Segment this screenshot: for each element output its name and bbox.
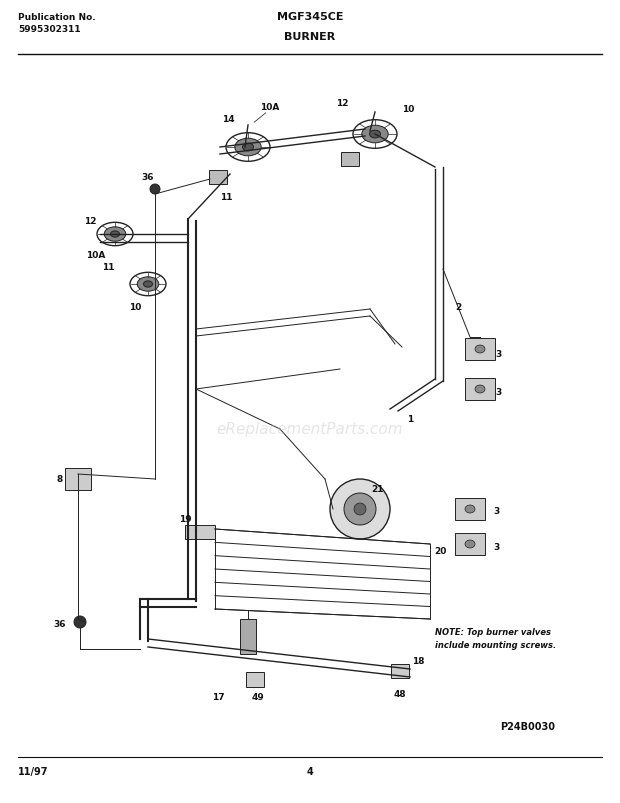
Text: Publication No.: Publication No. xyxy=(18,13,95,22)
Text: 10A: 10A xyxy=(260,104,280,112)
Circle shape xyxy=(330,479,390,540)
Bar xyxy=(455,533,485,556)
Ellipse shape xyxy=(137,278,159,291)
Text: 12: 12 xyxy=(84,218,96,226)
Text: BURNER: BURNER xyxy=(285,32,335,42)
Ellipse shape xyxy=(370,131,381,139)
Text: 36: 36 xyxy=(142,173,154,182)
Text: 19: 19 xyxy=(179,515,192,524)
Text: 17: 17 xyxy=(211,693,224,702)
Ellipse shape xyxy=(465,505,475,513)
Text: 49: 49 xyxy=(252,693,264,702)
Bar xyxy=(246,671,264,687)
Text: P24B0030: P24B0030 xyxy=(500,721,555,731)
Bar xyxy=(65,468,91,491)
Text: 18: 18 xyxy=(412,657,424,666)
Text: MGF345CE: MGF345CE xyxy=(277,12,343,22)
Text: include mounting screws.: include mounting screws. xyxy=(435,640,556,649)
Text: 10A: 10A xyxy=(86,251,105,259)
Text: 11: 11 xyxy=(219,194,232,202)
Ellipse shape xyxy=(143,282,153,287)
Text: 5995302311: 5995302311 xyxy=(18,25,81,34)
Ellipse shape xyxy=(475,385,485,393)
Text: 48: 48 xyxy=(394,690,406,699)
Text: 8: 8 xyxy=(57,475,63,484)
Text: 36: 36 xyxy=(54,620,66,629)
Bar xyxy=(185,525,215,540)
Text: 20: 20 xyxy=(434,547,446,556)
Ellipse shape xyxy=(242,144,254,152)
Circle shape xyxy=(354,503,366,516)
Ellipse shape xyxy=(465,540,475,548)
Text: 14: 14 xyxy=(222,116,234,124)
Text: 4: 4 xyxy=(307,766,313,776)
Text: 3: 3 xyxy=(495,350,501,359)
Text: 1: 1 xyxy=(407,415,413,424)
Bar xyxy=(240,619,256,654)
Text: 2: 2 xyxy=(455,303,461,312)
Bar xyxy=(455,499,485,520)
Text: 3: 3 xyxy=(493,507,499,516)
Ellipse shape xyxy=(104,227,126,242)
Text: 3: 3 xyxy=(493,543,499,552)
Circle shape xyxy=(74,616,86,628)
Ellipse shape xyxy=(362,126,388,144)
Circle shape xyxy=(344,493,376,525)
Text: 3: 3 xyxy=(495,388,501,397)
Text: NOTE: Top burner valves: NOTE: Top burner valves xyxy=(435,627,551,636)
Text: eReplacementParts.com: eReplacementParts.com xyxy=(216,422,404,437)
Text: 11/97: 11/97 xyxy=(18,766,48,776)
Ellipse shape xyxy=(475,345,485,353)
Ellipse shape xyxy=(235,139,261,157)
Bar xyxy=(341,153,359,167)
Bar xyxy=(465,339,495,361)
Text: 10: 10 xyxy=(129,303,141,312)
Text: 11: 11 xyxy=(102,263,114,272)
Bar xyxy=(209,171,227,185)
Text: 10: 10 xyxy=(402,105,414,114)
Text: 12: 12 xyxy=(336,100,348,108)
Text: 21: 21 xyxy=(372,485,384,494)
Ellipse shape xyxy=(110,231,120,238)
Bar xyxy=(391,664,409,679)
Circle shape xyxy=(150,185,160,195)
Bar xyxy=(465,378,495,401)
